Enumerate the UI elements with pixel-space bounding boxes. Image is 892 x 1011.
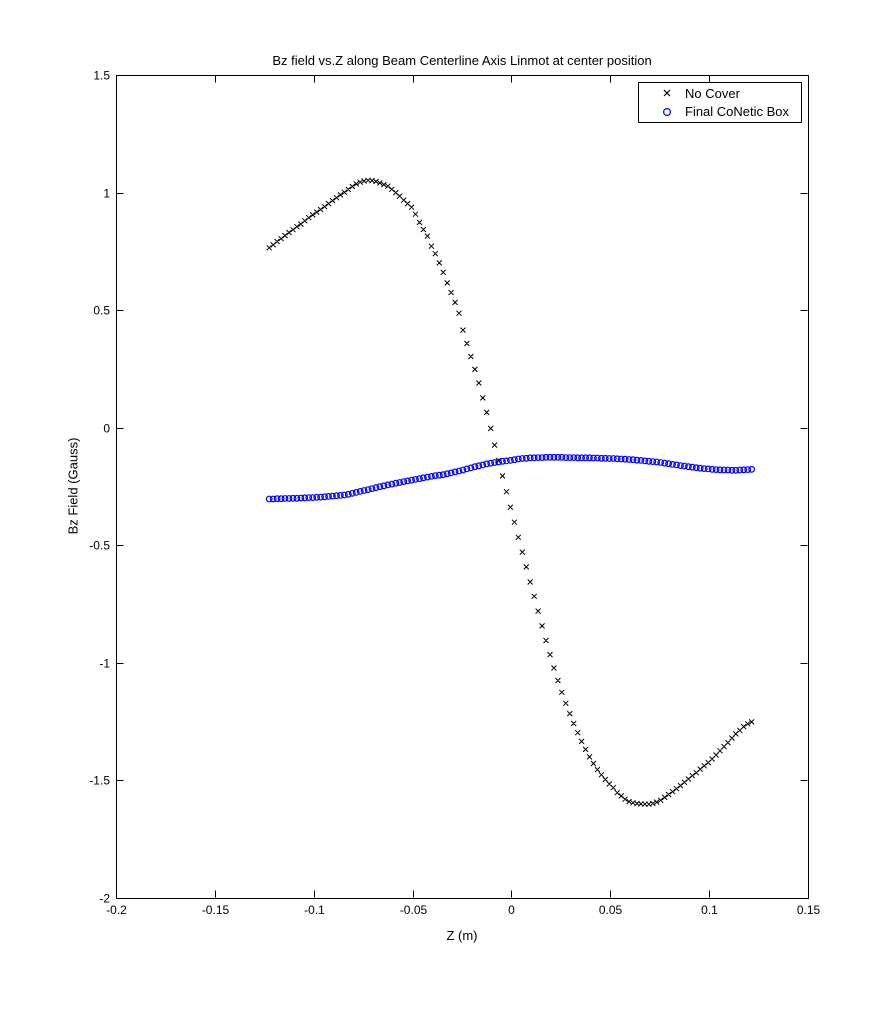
svg-text:-2: -2 — [99, 892, 110, 906]
svg-text:0.05: 0.05 — [599, 903, 623, 917]
svg-text:1: 1 — [103, 187, 110, 201]
legend-item-final-conetic-box: Final CoNetic Box — [639, 103, 801, 120]
svg-text:-0.15: -0.15 — [202, 903, 230, 917]
circle-marker-icon — [663, 107, 672, 116]
svg-text:-0.1: -0.1 — [304, 903, 325, 917]
chart-title: Bz field vs.Z along Beam Centerline Axis… — [272, 53, 652, 68]
svg-text:1.5: 1.5 — [93, 69, 110, 83]
svg-text:0.5: 0.5 — [93, 304, 110, 318]
x-axis-label: Z (m) — [446, 928, 478, 943]
legend-label-final-conetic-box: Final CoNetic Box — [685, 104, 790, 120]
svg-text:0: 0 — [103, 422, 110, 436]
svg-text:0: 0 — [508, 903, 515, 917]
svg-text:-0.5: -0.5 — [89, 539, 110, 553]
legend-item-no-cover: No Cover — [639, 85, 801, 102]
x-marker-icon — [663, 89, 671, 97]
legend: No Cover Final CoNetic Box — [638, 82, 802, 123]
svg-text:-0.05: -0.05 — [400, 903, 428, 917]
svg-text:0.1: 0.1 — [701, 903, 718, 917]
svg-text:0.15: 0.15 — [797, 903, 821, 917]
svg-text:-0.2: -0.2 — [106, 903, 127, 917]
svg-text:-1: -1 — [99, 657, 110, 671]
svg-text:-1.5: -1.5 — [89, 774, 110, 788]
y-axis-label: Bz Field (Gauss) — [65, 437, 81, 535]
legend-label-no-cover: No Cover — [685, 85, 740, 101]
